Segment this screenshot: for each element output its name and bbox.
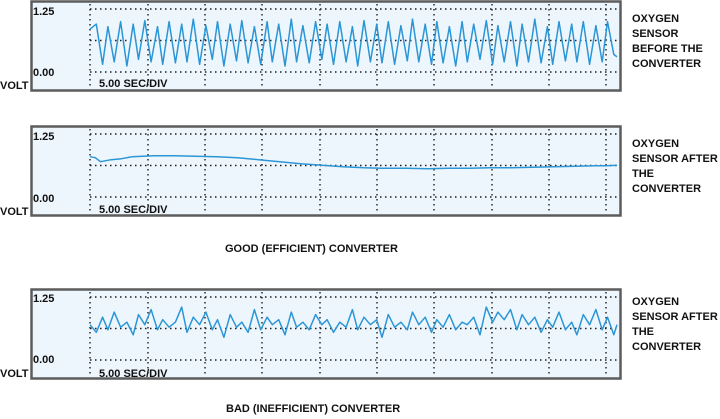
scope-panel-after-good (30, 125, 622, 217)
y-min-label-before: 0.00 (33, 67, 55, 79)
voltage-trace (89, 154, 618, 170)
y-max-label-after-bad: 1.25 (33, 293, 55, 305)
y-axis-label-after-bad: VOLT (0, 368, 29, 380)
scope-panel-after-bad (30, 288, 622, 380)
panel-title-before: OXYGEN SENSOR BEFORE THE CONVERTER (632, 13, 703, 70)
scope-frame (30, 288, 622, 380)
panel-title-after-good: OXYGEN SENSOR AFTER THE CONVERTER (632, 138, 718, 195)
timebase-label-after-good: 5.00 SEC/DIV (99, 204, 168, 216)
panel-title-after-bad: OXYGEN SENSOR AFTER THE CONVERTER (632, 296, 718, 353)
scope-frame (30, 125, 622, 217)
y-axis-label-after-good: VOLT (0, 206, 29, 218)
caption-good-converter: GOOD (EFFICIENT) CONVERTER (225, 243, 398, 255)
scope-plot-after-good (30, 125, 622, 217)
y-min-label-after-good: 0.00 (33, 193, 55, 205)
voltage-trace (89, 18, 618, 67)
y-max-label-before: 1.25 (33, 6, 55, 18)
y-max-label-after-good: 1.25 (33, 131, 55, 143)
scope-plot-before (30, 0, 622, 92)
scope-panel-before (30, 0, 622, 92)
timebase-label-before: 5.00 SEC/DIV (99, 78, 168, 90)
voltage-trace (89, 306, 618, 339)
scope-plot-after-bad (30, 288, 622, 380)
timebase-label-after-bad: 5.00 SEC/DIV (99, 368, 168, 380)
caption-bad-converter: BAD (INEFFICIENT) CONVERTER (226, 403, 401, 415)
y-axis-label-before: VOLT (0, 80, 29, 92)
y-min-label-after-bad: 0.00 (33, 354, 55, 366)
